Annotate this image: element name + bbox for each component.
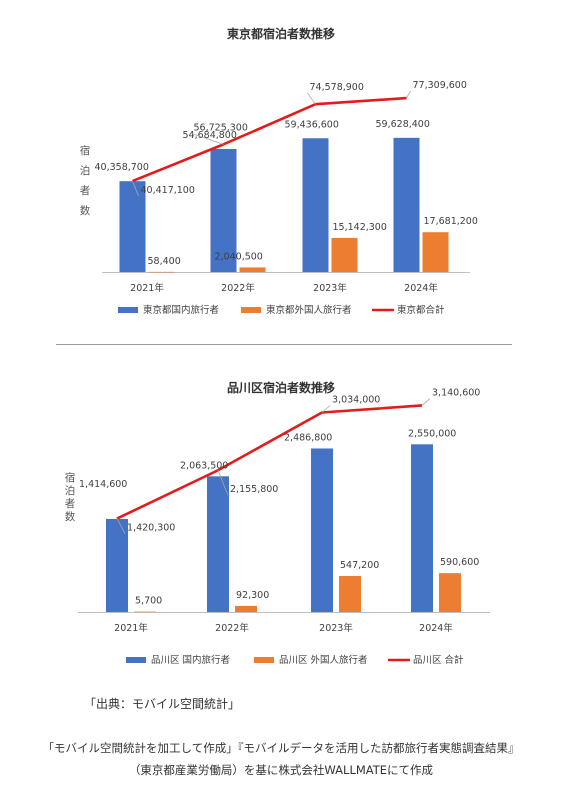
shinagawa-label-leader (321, 405, 331, 413)
tokyo-bar-foreign (331, 237, 358, 272)
tokyo-legend-label: 東京都外国人旅行者 (266, 304, 352, 316)
tokyo-y-axis-label-char: 宿 (80, 144, 91, 157)
shinagawa-bar-foreign (134, 611, 156, 613)
tokyo-legend-label: 東京都合計 (397, 304, 445, 316)
shinagawa-bar-domestic (106, 518, 128, 612)
tokyo-data-label-domestic: 59,628,400 (376, 119, 430, 130)
shinagawa-y-axis-label-char: 者 (65, 498, 76, 510)
shinagawa-bar-foreign (339, 576, 361, 612)
credit-line-1: 「モバイル空間統計を加工して作成」『モバイルデータを活用した訪都旅行者実態調査結… (42, 741, 520, 755)
shinagawa-data-label-domestic: 1,414,600 (79, 479, 127, 490)
tokyo-x-tick-label: 2022年 (221, 282, 255, 294)
shinagawa-label-leader (217, 470, 229, 496)
shinagawa-x-tick-label: 2022年 (215, 622, 249, 634)
shinagawa-legend-swatch (254, 657, 274, 663)
source-note: 「出典：モバイル空間統計」 (84, 697, 241, 711)
chart-divider (56, 344, 512, 345)
tokyo-bar-foreign (148, 271, 175, 273)
shinagawa-label-leader (116, 518, 126, 534)
shinagawa-data-label-domestic: 2,486,800 (284, 432, 332, 443)
shinagawa-data-label-domestic: 2,063,500 (180, 460, 228, 471)
tokyo-label-leader (191, 132, 224, 145)
tokyo-data-label-foreign: 2,040,500 (215, 251, 263, 262)
shinagawa-data-label-foreign: 5,700 (135, 596, 162, 607)
shinagawa-legend-label: 品川区 合計 (413, 654, 464, 666)
tokyo-data-label-total: 74,578,900 (310, 82, 364, 93)
shinagawa-y-axis-label-char: 泊 (65, 485, 76, 497)
tokyo-data-label-domestic: 54,684,800 (183, 130, 237, 141)
shinagawa-bar-domestic (207, 476, 229, 612)
shinagawa-y-axis-label-char: 数 (65, 510, 76, 523)
tokyo-bar-foreign (422, 232, 449, 272)
tokyo-label-leader (132, 180, 139, 197)
shinagawa-data-label-total: 1,420,300 (127, 523, 175, 534)
tokyo-bar-domestic (119, 181, 146, 272)
shinagawa-data-label-total: 2,155,800 (230, 484, 278, 495)
shinagawa-data-label-total: 3,140,600 (432, 387, 480, 398)
tokyo-bar-domestic (393, 137, 420, 272)
shinagawa-x-tick-label: 2023年 (319, 622, 353, 634)
tokyo-data-label-domestic: 40,358,700 (95, 162, 149, 173)
shinagawa-bar-foreign (439, 573, 461, 612)
tokyo-x-tick-label: 2023年 (313, 282, 347, 294)
tokyo-y-axis-label-char: 者 (80, 185, 91, 197)
tokyo-x-tick-label: 2021年 (130, 282, 164, 294)
tokyo-legend-swatch (118, 307, 138, 313)
tokyo-data-label-domestic: 59,436,600 (285, 119, 339, 130)
shinagawa-data-label-foreign: 547,200 (340, 560, 379, 571)
credit-line-2: （東京都産業労働局）を基に株式会社WALLMATEにて作成 (128, 763, 434, 777)
tokyo-chart-title: 東京都宿泊者数推移 (227, 26, 335, 41)
tokyo-data-label-total: 56,725,300 (194, 122, 248, 133)
shinagawa-legend-swatch (126, 657, 146, 663)
tokyo-bar-domestic (210, 148, 237, 272)
shinagawa-x-tick-label: 2024年 (419, 622, 453, 634)
shinagawa-chart-title: 品川区宿泊者数推移 (227, 380, 335, 395)
shinagawa-data-label-foreign: 92,300 (236, 590, 269, 601)
shinagawa-bar-foreign (235, 605, 257, 612)
tokyo-label-leader (406, 90, 411, 99)
tokyo-y-axis-label-char: 数 (80, 204, 91, 217)
shinagawa-x-tick-label: 2021年 (114, 622, 148, 634)
tokyo-data-label-foreign: 17,681,200 (424, 216, 478, 227)
tokyo-bar-domestic (302, 138, 329, 272)
tokyo-data-label-foreign: 15,142,300 (333, 222, 387, 233)
tokyo-data-label-total: 40,417,100 (141, 185, 195, 196)
shinagawa-total-line (116, 404, 423, 520)
tokyo-total-line (132, 96, 407, 183)
shinagawa-data-label-total: 3,034,000 (332, 394, 380, 405)
shinagawa-data-label-domestic: 2,550,000 (408, 428, 456, 439)
shinagawa-bar-domestic (411, 444, 433, 612)
tokyo-x-tick-label: 2024年 (404, 282, 438, 294)
tokyo-y-axis-label-char: 泊 (80, 165, 91, 177)
shinagawa-data-label-foreign: 590,600 (440, 557, 479, 568)
tokyo-data-label-total: 77,309,600 (413, 80, 467, 91)
shinagawa-label-leader (421, 398, 431, 406)
shinagawa-bar-domestic (311, 448, 333, 612)
tokyo-bar-foreign (239, 267, 266, 272)
tokyo-legend-label: 東京都国内旅行者 (143, 304, 219, 316)
tokyo-label-leader (307, 92, 316, 105)
shinagawa-y-axis-label-char: 宿 (65, 471, 76, 484)
tokyo-data-label-foreign: 58,400 (148, 256, 181, 267)
shinagawa-legend-label: 品川区 外国人旅行者 (279, 654, 368, 666)
shinagawa-legend-label: 品川区 国内旅行者 (151, 654, 230, 666)
tokyo-legend-swatch (241, 307, 261, 313)
